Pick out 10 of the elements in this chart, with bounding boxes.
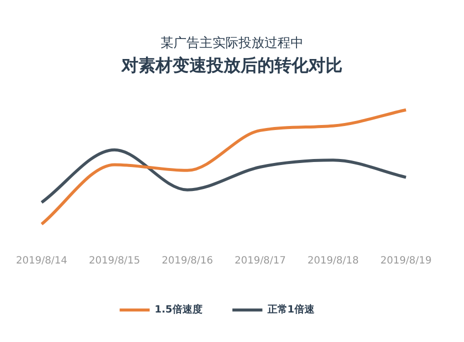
x-tick-label: 2019/8/16 [162,256,214,267]
x-tick-label: 2019/8/14 [16,256,68,267]
x-tick-label: 2019/8/19 [380,256,432,267]
x-tick-label: 2019/8/18 [307,256,359,267]
x-tick-label: 2019/8/17 [234,256,286,267]
x-tick-label: 2019/8/15 [88,256,140,267]
legend-label: 正常1倍速 [266,304,316,316]
chart-title: 对素材变速投放后的转化对比 [120,55,344,77]
legend-label: 1.5倍速度 [154,304,202,316]
chart-subtitle: 某广告主实际投放过程中 [160,35,304,52]
